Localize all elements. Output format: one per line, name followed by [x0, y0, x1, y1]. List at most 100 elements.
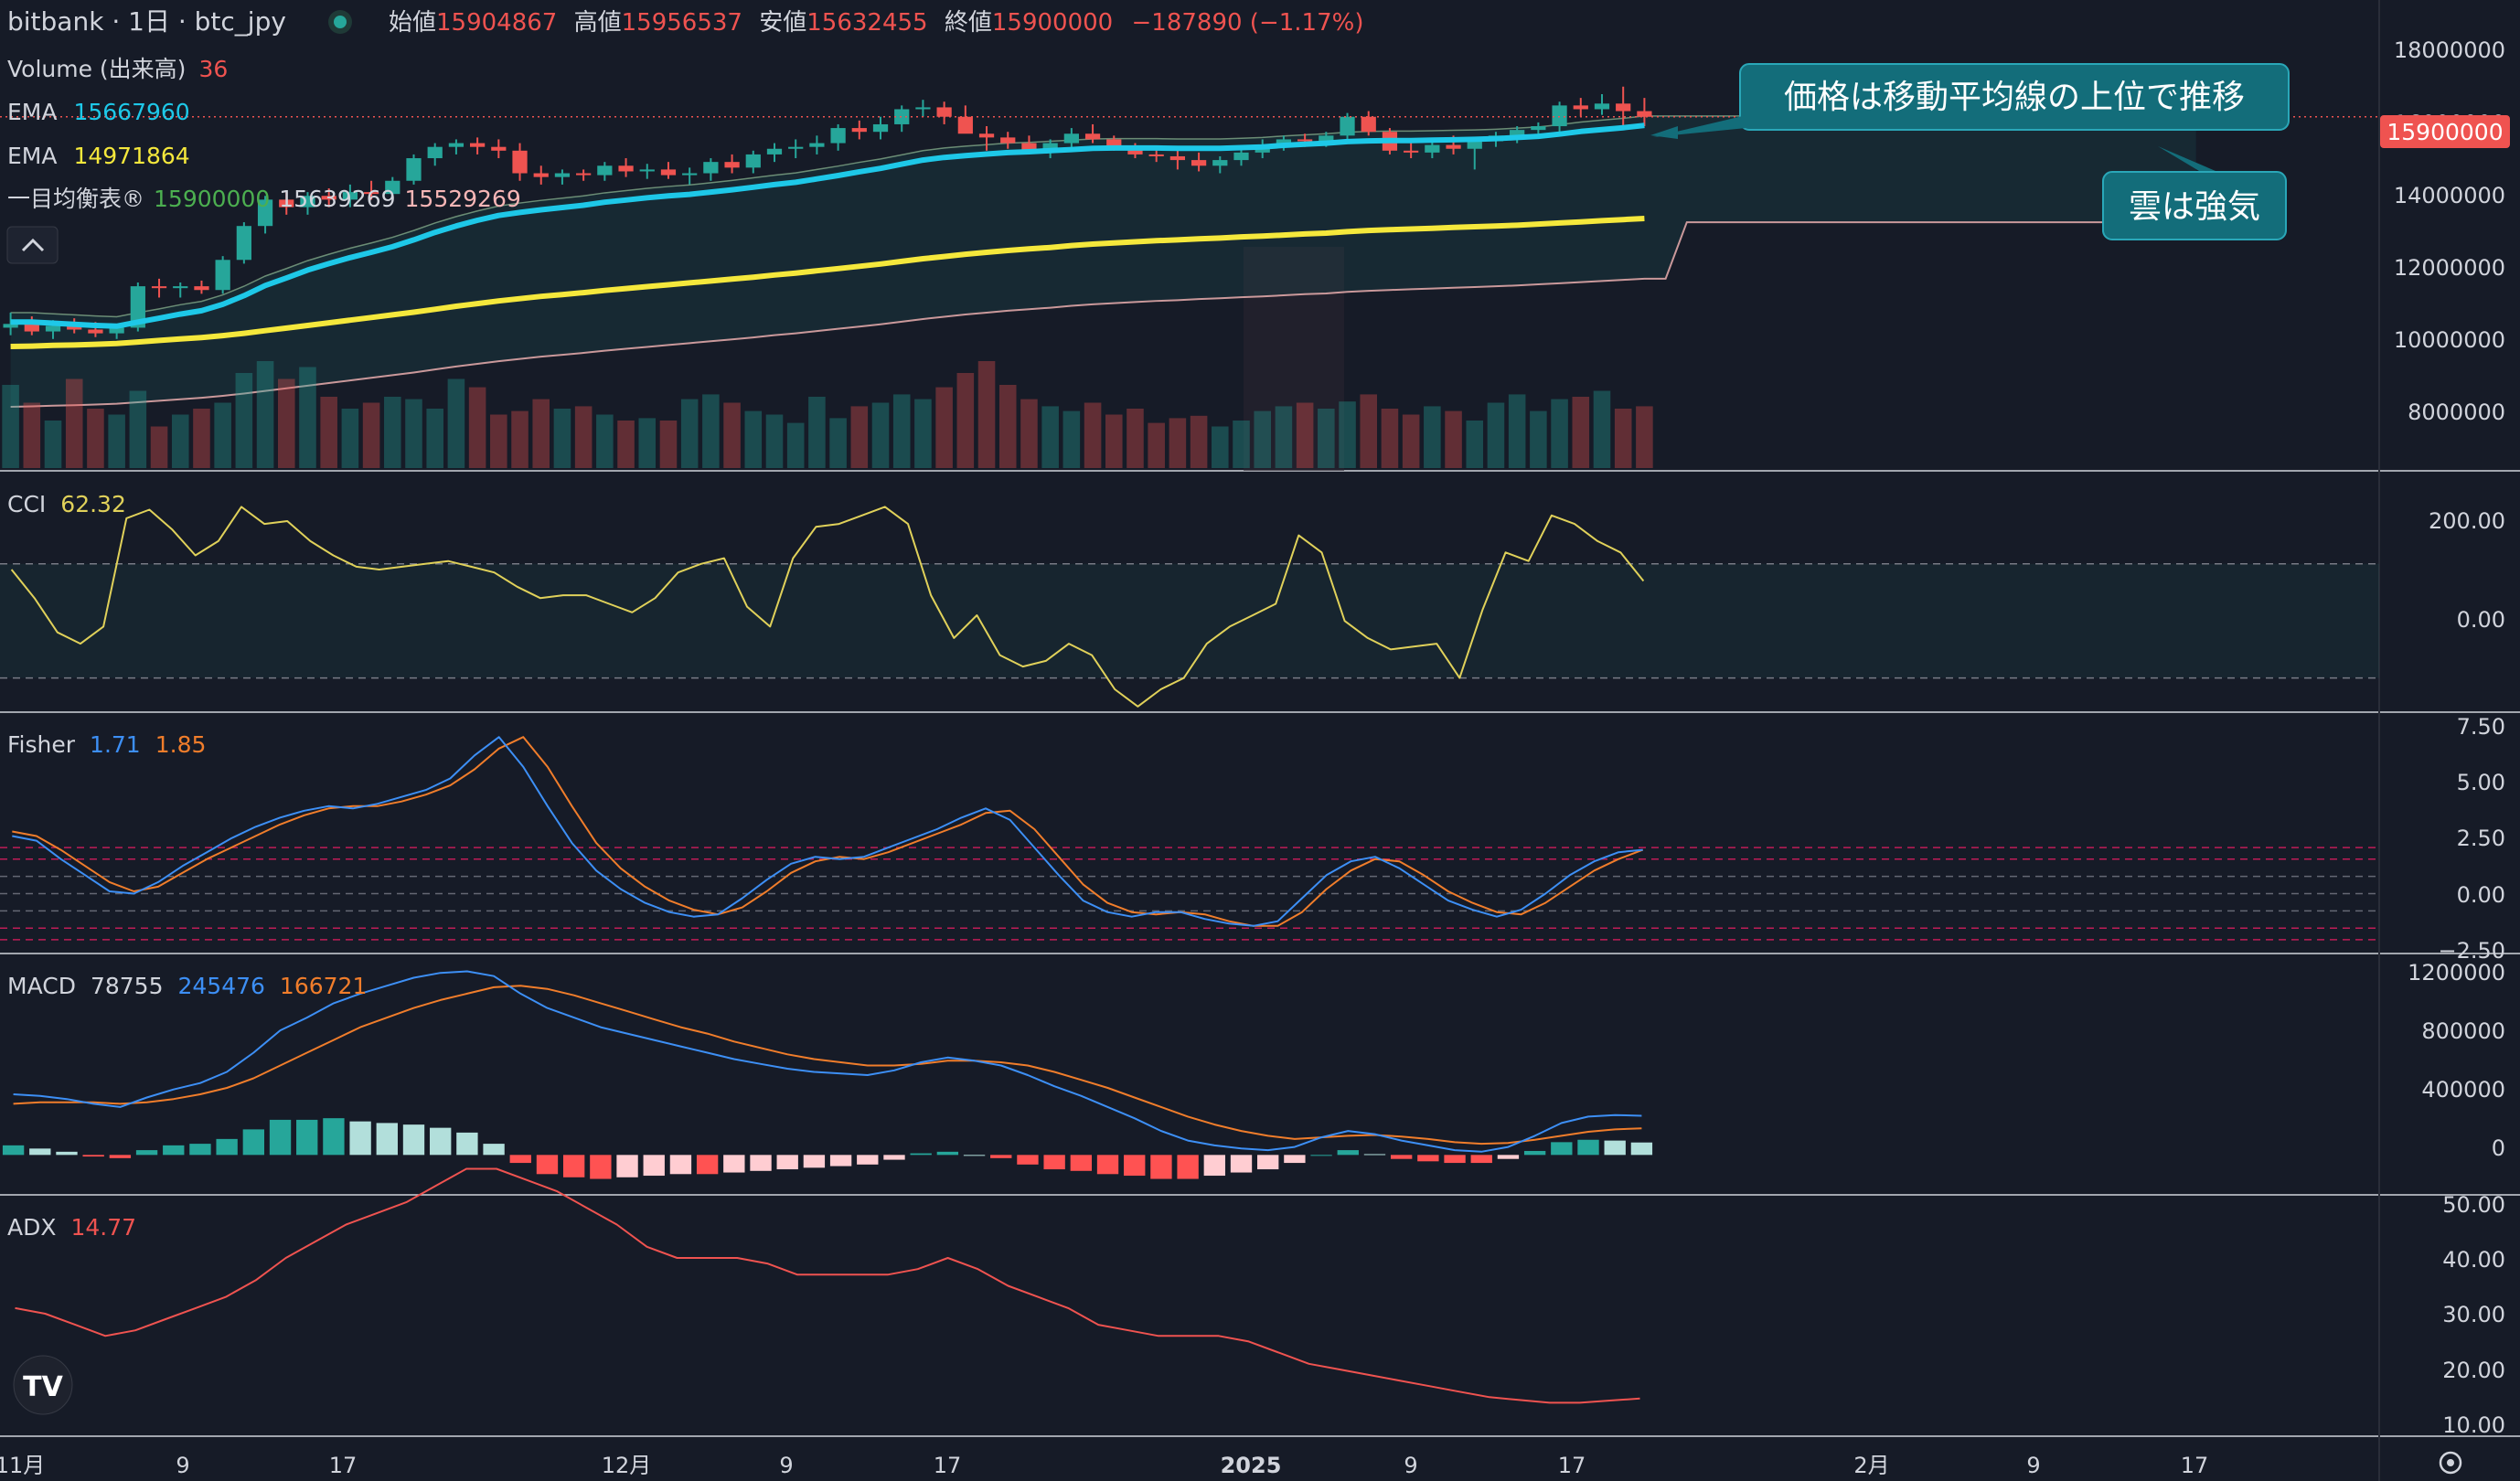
volume-bar [1466, 421, 1484, 468]
candle-body [1637, 111, 1652, 117]
volume-bar [596, 414, 614, 468]
price-tick-label: 10000000 [2394, 327, 2505, 353]
candle-body [809, 143, 825, 147]
candle-body [1127, 148, 1143, 154]
macd-histogram-bar [723, 1155, 745, 1173]
candle-body [1297, 139, 1313, 142]
cci-value: 62.32 [60, 491, 126, 517]
adx-tick-label: 50.00 [2442, 1192, 2505, 1218]
volume-legend: Volume (出来高) 36 [7, 56, 228, 82]
volume-bar [87, 409, 104, 468]
volume-bar [914, 399, 932, 468]
annotation-top[interactable]: 価格は移動平均線の上位で推移 [1650, 63, 2290, 139]
macd-histogram-bar [216, 1138, 238, 1156]
volume-bar [850, 406, 869, 468]
high-value: 15956537 [622, 9, 742, 37]
candle-body [1191, 160, 1207, 166]
macd-histogram-bar [590, 1155, 612, 1179]
candle-body [321, 196, 336, 200]
indicator-lines [0, 115, 2379, 1404]
candle-body [385, 180, 400, 195]
macd-histogram-bar [1390, 1155, 1413, 1159]
ema-fast-legend: EMA 15667960 [7, 99, 190, 125]
candle-body [427, 146, 443, 159]
candle-body [745, 154, 761, 168]
candle [1425, 141, 1440, 159]
volume-bar [1636, 406, 1653, 468]
macd-histogram-bar [109, 1155, 132, 1158]
candle-body [1106, 139, 1122, 149]
collapse-legend-button[interactable] [6, 226, 59, 264]
candle [512, 143, 528, 181]
high-label: 高値 [574, 9, 622, 37]
tradingview-logo[interactable]: TV [13, 1355, 73, 1415]
macd-histogram-bar [990, 1155, 1012, 1158]
candle-body [894, 109, 910, 124]
candle [766, 143, 783, 163]
candle-body [173, 286, 188, 289]
macd-histogram-bar [1523, 1150, 1546, 1156]
adx-tick-label: 40.00 [2442, 1247, 2505, 1273]
volume-bar [108, 414, 125, 468]
volume-bar [129, 390, 147, 468]
change-value: −187890 (−1.17%) [1132, 9, 1364, 37]
candle-body [342, 192, 358, 200]
macd-histogram-bar [1284, 1155, 1306, 1164]
candle [300, 192, 315, 215]
price-tick-label: 18000000 [2394, 37, 2505, 63]
macd-histogram-bar [1630, 1142, 1653, 1156]
macd-histogram-bar [430, 1127, 452, 1156]
current-price-text: 15900000 [2387, 119, 2503, 145]
macd-histogram-bar [857, 1155, 879, 1165]
candle-body [936, 107, 952, 117]
volume-bar [617, 421, 635, 468]
macd-tick-label: 800000 [2421, 1018, 2505, 1044]
ichimoku-value-1: 15900000 [154, 186, 270, 212]
macd-histogram-bar [829, 1155, 852, 1167]
volume-bar [808, 397, 826, 468]
candle-body [766, 148, 783, 154]
candle-body [915, 107, 931, 110]
macd-label: MACD [7, 973, 76, 999]
candle-body [1042, 143, 1058, 151]
candle-body [1169, 155, 1186, 161]
candle [1233, 148, 1249, 166]
volume-bar [214, 402, 231, 468]
candlesticks[interactable] [3, 86, 1652, 339]
volume-bar [702, 394, 720, 468]
volume-bar [299, 367, 316, 468]
time-tick-label: 9 [1404, 1453, 1417, 1478]
macd-value-1: 78755 [91, 973, 164, 999]
fisher-value-1: 1.71 [90, 731, 141, 758]
volume-bar [1148, 422, 1165, 468]
candle [491, 139, 507, 159]
volume-bar [277, 378, 295, 468]
candle [279, 192, 294, 215]
adx-label: ADX [7, 1214, 56, 1241]
candle-body [257, 199, 273, 227]
candle-body [215, 260, 230, 291]
volume-bar [1593, 390, 1611, 468]
candle [1510, 126, 1525, 144]
volume-bar [171, 414, 189, 468]
volume-bar [341, 409, 359, 468]
macd-histogram-bar [509, 1155, 531, 1164]
candle [257, 196, 273, 234]
settings-gear-icon[interactable] [2439, 1451, 2462, 1475]
candle [660, 162, 677, 179]
macd-histogram-bar [1096, 1155, 1119, 1175]
macd-histogram-bar [402, 1124, 425, 1156]
fisher-tick-label: 2.50 [2457, 826, 2505, 851]
volume-bar [765, 414, 784, 468]
candle-body [1510, 130, 1525, 136]
candle-body [682, 173, 698, 176]
macd-histogram-bar [56, 1151, 78, 1156]
cci-tick-label: 200.00 [2429, 508, 2505, 534]
macd-histogram-bar [696, 1155, 719, 1175]
candle [363, 180, 379, 200]
annotation-cloud[interactable]: 雲は強気 [2102, 146, 2287, 240]
volume-bars [2, 361, 1653, 468]
volume-bar [23, 402, 41, 468]
candle-body [448, 143, 464, 147]
